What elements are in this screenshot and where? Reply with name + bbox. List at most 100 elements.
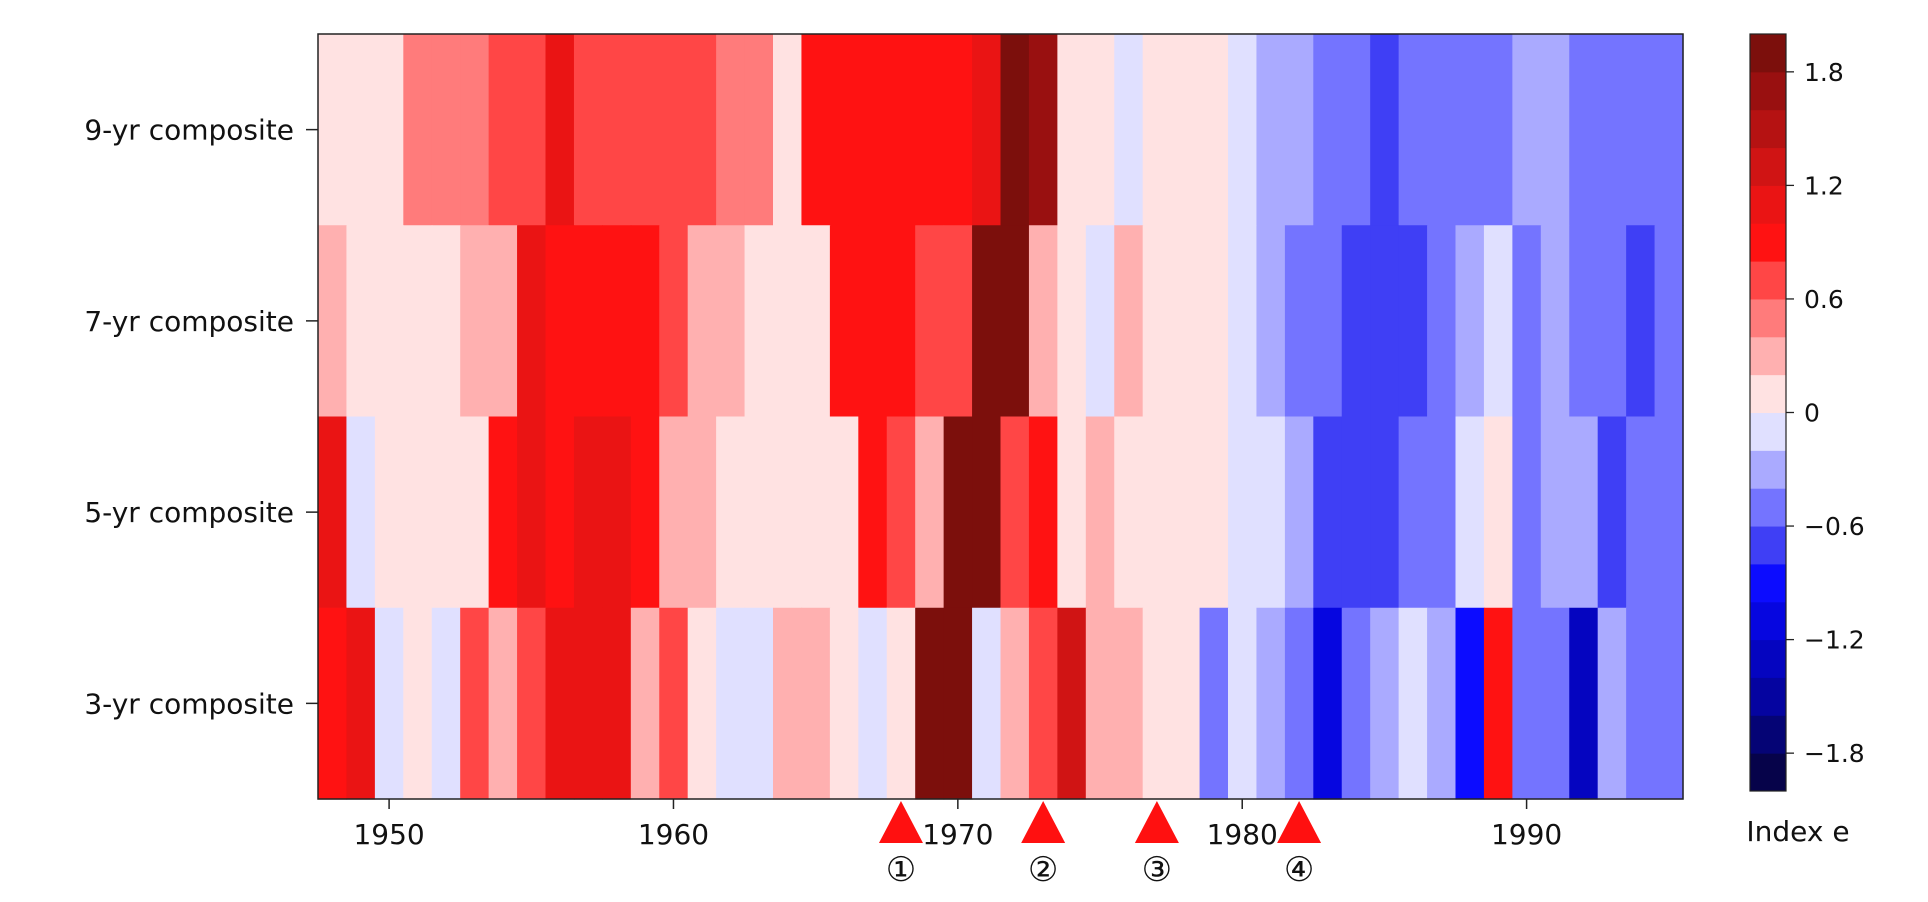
- event-marker-label: ②: [1028, 850, 1058, 890]
- x-tick-label: 1980: [1207, 818, 1278, 851]
- heatmap-cell: [858, 607, 888, 800]
- heatmap-cell: [1085, 416, 1115, 609]
- heatmap-cell: [858, 416, 888, 609]
- heatmap-cell: [1597, 607, 1627, 800]
- colorbar-bin: [1750, 488, 1786, 527]
- heatmap-cell: [318, 225, 348, 418]
- heatmap-cell: [1171, 416, 1201, 609]
- heatmap-cell: [744, 607, 774, 800]
- heatmap-cell: [1114, 34, 1144, 226]
- colorbar-bin: [1750, 450, 1786, 489]
- colorbar-bin: [1750, 109, 1786, 149]
- colorbar-tick-label: 0: [1804, 399, 1820, 428]
- heatmap-cell: [431, 607, 461, 800]
- heatmap-cell: [318, 607, 348, 800]
- heatmap-cell: [1370, 416, 1400, 609]
- heatmap-cell: [545, 416, 575, 609]
- heatmap-cell: [773, 225, 803, 418]
- heatmap-cell: [1427, 416, 1457, 609]
- heatmap-cell: [1654, 607, 1684, 800]
- heatmap-cell: [573, 607, 603, 800]
- heatmap-cell: [972, 34, 1002, 226]
- heatmap-cell: [602, 607, 632, 800]
- heatmap-cell: [517, 416, 547, 609]
- heatmap-cell: [773, 607, 803, 800]
- heatmap-cell: [602, 416, 632, 609]
- heatmap-cell: [1483, 607, 1513, 800]
- colorbar-bin: [1750, 71, 1786, 111]
- heatmap-cell: [374, 416, 404, 609]
- heatmap-cell: [1626, 34, 1656, 226]
- heatmap-cell: [1000, 416, 1030, 609]
- row-label: 7-yr composite: [84, 305, 294, 338]
- heatmap-cell: [858, 225, 888, 418]
- heatmap-cell: [488, 607, 518, 800]
- heatmap-cells: [318, 34, 1684, 800]
- row-label: 3-yr composite: [84, 687, 294, 720]
- heatmap-cell: [687, 416, 717, 609]
- heatmap-cell: [1199, 34, 1229, 226]
- heatmap-cell: [1569, 34, 1599, 226]
- heatmap-cell: [545, 225, 575, 418]
- heatmap-cell: [1483, 416, 1513, 609]
- heatmap-cell: [602, 34, 632, 226]
- heatmap-cell: [943, 225, 973, 418]
- heatmap-cell: [943, 34, 973, 226]
- heatmap-cell: [801, 607, 831, 800]
- heatmap-cell: [1313, 225, 1343, 418]
- heatmap-cell: [1398, 225, 1428, 418]
- heatmap-cell: [1626, 225, 1656, 418]
- heatmap-cell: [1028, 607, 1058, 800]
- heatmap-cell: [915, 416, 945, 609]
- heatmap-cell: [1171, 607, 1201, 800]
- colorbar-bin: [1750, 336, 1786, 376]
- heatmap-cell: [886, 416, 916, 609]
- heatmap-cell: [545, 607, 575, 800]
- heatmap-cell: [1512, 607, 1542, 800]
- heatmap-cell: [517, 607, 547, 800]
- heatmap-cell: [1142, 34, 1172, 226]
- colorbar-bin: [1750, 261, 1786, 300]
- heatmap-cell: [1142, 607, 1172, 800]
- heatmap-cell: [1483, 225, 1513, 418]
- heatmap-cell: [659, 34, 689, 226]
- colorbar-bin: [1750, 601, 1786, 641]
- heatmap-cell: [346, 607, 376, 800]
- x-tick-label: 1960: [638, 818, 709, 851]
- heatmap-cell: [630, 225, 660, 418]
- heatmap-cell: [972, 225, 1002, 418]
- colorbar-tick-label: 1.2: [1804, 171, 1844, 200]
- heatmap-cell: [1540, 225, 1570, 418]
- heatmap-cell: [1114, 225, 1144, 418]
- colorbar-bin: [1750, 223, 1786, 262]
- heatmap-cell: [318, 34, 348, 226]
- heatmap-cell: [1284, 34, 1314, 226]
- heatmap-cell: [1256, 34, 1286, 226]
- heatmap-cell: [1483, 34, 1513, 226]
- heatmap-cell: [602, 225, 632, 418]
- heatmap-cell: [1085, 225, 1115, 418]
- heatmap-cell: [1256, 607, 1286, 800]
- heatmap-cell: [659, 416, 689, 609]
- colorbar-tick-label: 1.8: [1804, 58, 1844, 87]
- heatmap-cell: [318, 416, 348, 609]
- heatmap-cell: [659, 225, 689, 418]
- colorbar-bin: [1750, 412, 1786, 451]
- heatmap-cell: [1597, 225, 1627, 418]
- colorbar-bin: [1750, 185, 1786, 224]
- heatmap-cell: [1370, 607, 1400, 800]
- event-marker-triangle: [1134, 801, 1179, 843]
- heatmap-cell: [716, 225, 746, 418]
- heatmap-cell: [687, 225, 717, 418]
- heatmap-cell: [1028, 225, 1058, 418]
- heatmap-cell: [659, 607, 689, 800]
- heatmap-cell: [1341, 607, 1371, 800]
- colorbar-bin: [1750, 753, 1786, 792]
- heatmap-cell: [1455, 34, 1485, 226]
- heatmap-cell: [1313, 416, 1343, 609]
- heatmap-cell: [374, 225, 404, 418]
- heatmap-cell: [829, 416, 859, 609]
- heatmap-cell: [1341, 416, 1371, 609]
- heatmap-cell: [1000, 607, 1030, 800]
- heatmap-cell: [1313, 607, 1343, 800]
